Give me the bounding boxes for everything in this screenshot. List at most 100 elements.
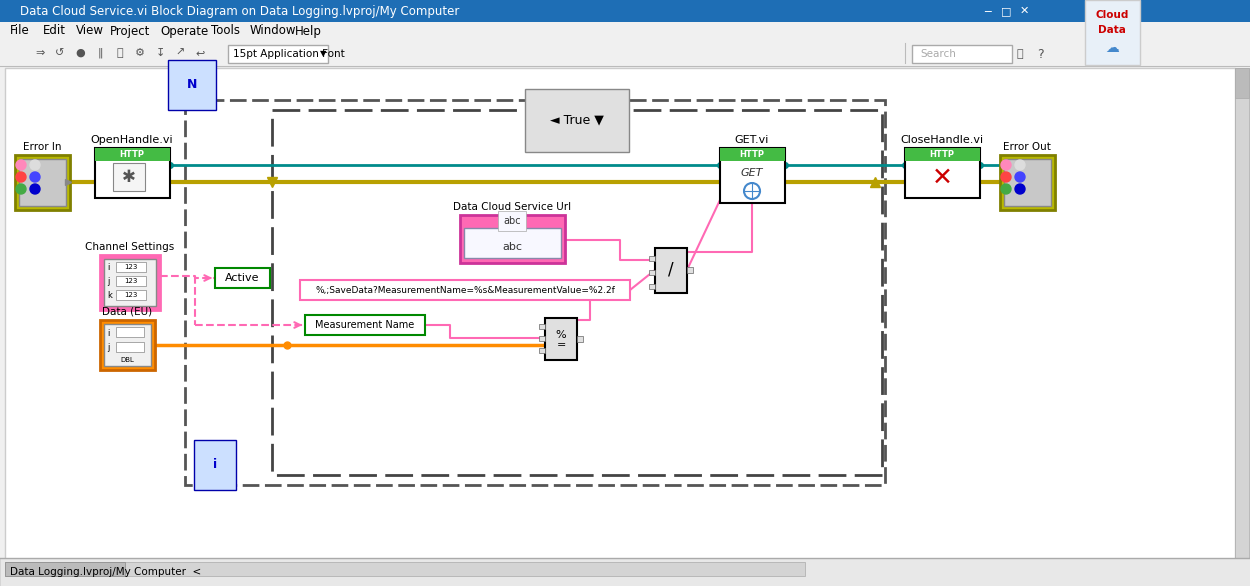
Text: Edit: Edit — [44, 25, 66, 38]
Text: %,;SaveData?MeasurementName=%s&MeasurementValue=%2.2f: %,;SaveData?MeasurementName=%s&Measureme… — [315, 285, 615, 295]
Text: GET.vi: GET.vi — [735, 135, 769, 145]
Circle shape — [16, 184, 26, 194]
Text: HTTP: HTTP — [930, 150, 955, 159]
FancyBboxPatch shape — [539, 336, 545, 341]
FancyBboxPatch shape — [100, 255, 160, 310]
Text: %: % — [556, 330, 566, 340]
Text: Measurement Name: Measurement Name — [315, 320, 415, 330]
Text: i: i — [107, 264, 110, 272]
Text: Window: Window — [250, 25, 296, 38]
FancyBboxPatch shape — [0, 0, 1250, 22]
Text: □: □ — [1001, 6, 1011, 16]
Text: Data (EU): Data (EU) — [102, 307, 152, 317]
FancyBboxPatch shape — [460, 215, 565, 263]
Text: Cloud: Cloud — [1095, 10, 1129, 20]
Circle shape — [16, 160, 26, 170]
FancyBboxPatch shape — [300, 280, 630, 300]
Text: Data Logging.lvproj/My Computer  <: Data Logging.lvproj/My Computer < — [10, 567, 201, 577]
FancyBboxPatch shape — [649, 270, 655, 275]
Text: 💡: 💡 — [116, 48, 124, 58]
Text: 123: 123 — [124, 264, 138, 270]
Text: ⚙: ⚙ — [135, 48, 145, 58]
Circle shape — [1001, 160, 1011, 170]
FancyBboxPatch shape — [95, 148, 170, 198]
FancyBboxPatch shape — [15, 155, 70, 210]
Text: Active: Active — [225, 273, 259, 283]
FancyBboxPatch shape — [116, 327, 144, 337]
FancyBboxPatch shape — [95, 148, 170, 161]
FancyBboxPatch shape — [720, 148, 785, 161]
FancyBboxPatch shape — [305, 315, 425, 335]
Text: Search: Search — [920, 49, 956, 59]
Text: i: i — [213, 458, 218, 472]
Circle shape — [1015, 160, 1025, 170]
Text: CloseHandle.vi: CloseHandle.vi — [900, 135, 984, 145]
FancyBboxPatch shape — [116, 262, 146, 272]
Text: =: = — [556, 340, 566, 350]
FancyBboxPatch shape — [1085, 0, 1140, 65]
Text: Project: Project — [110, 25, 150, 38]
Text: ↧: ↧ — [155, 48, 165, 58]
FancyBboxPatch shape — [100, 320, 155, 370]
Circle shape — [16, 172, 26, 182]
Text: j: j — [107, 343, 110, 353]
Text: ●: ● — [75, 48, 85, 58]
Text: OpenHandle.vi: OpenHandle.vi — [91, 135, 174, 145]
Text: ?: ? — [1036, 47, 1044, 60]
Text: ◄ True ▼: ◄ True ▼ — [550, 114, 604, 127]
FancyBboxPatch shape — [720, 148, 785, 203]
FancyBboxPatch shape — [5, 68, 1235, 566]
Text: /: / — [669, 261, 674, 279]
Text: k: k — [107, 291, 112, 301]
FancyBboxPatch shape — [905, 148, 980, 161]
Text: ↗: ↗ — [175, 48, 185, 58]
Text: Tools: Tools — [211, 25, 240, 38]
Circle shape — [1015, 184, 1025, 194]
FancyBboxPatch shape — [116, 290, 146, 300]
FancyBboxPatch shape — [116, 276, 146, 286]
Text: Data Cloud Service.vi Block Diagram on Data Logging.lvproj/My Computer: Data Cloud Service.vi Block Diagram on D… — [20, 5, 460, 18]
FancyBboxPatch shape — [0, 22, 1250, 40]
FancyBboxPatch shape — [688, 267, 692, 273]
Text: Operate: Operate — [160, 25, 209, 38]
FancyBboxPatch shape — [464, 228, 561, 258]
FancyBboxPatch shape — [539, 348, 545, 353]
FancyBboxPatch shape — [228, 45, 328, 63]
Circle shape — [1001, 172, 1011, 182]
FancyBboxPatch shape — [104, 324, 151, 366]
FancyBboxPatch shape — [1235, 68, 1249, 98]
Text: ⇒: ⇒ — [35, 48, 45, 58]
FancyBboxPatch shape — [655, 248, 688, 293]
Text: ─: ─ — [985, 6, 991, 16]
Text: i: i — [107, 329, 110, 338]
Text: abc: abc — [504, 216, 521, 226]
Text: HTTP: HTTP — [740, 150, 765, 159]
Text: ☁: ☁ — [1105, 41, 1119, 55]
Text: DBL: DBL — [120, 357, 134, 363]
FancyBboxPatch shape — [1235, 68, 1249, 566]
Text: N: N — [186, 79, 198, 91]
Text: ↩: ↩ — [195, 48, 205, 58]
Text: Help: Help — [295, 25, 321, 38]
Text: 15pt Application Font: 15pt Application Font — [232, 49, 345, 59]
FancyBboxPatch shape — [912, 45, 1013, 63]
FancyBboxPatch shape — [116, 342, 144, 352]
Text: Data: Data — [1098, 25, 1126, 35]
FancyBboxPatch shape — [5, 562, 805, 576]
Text: ✕: ✕ — [931, 166, 952, 190]
Text: File: File — [10, 25, 30, 38]
FancyBboxPatch shape — [5, 562, 125, 576]
Circle shape — [1001, 184, 1011, 194]
Text: ✱: ✱ — [122, 168, 136, 186]
Text: ‖: ‖ — [98, 47, 102, 58]
FancyBboxPatch shape — [905, 148, 980, 198]
Text: Error Out: Error Out — [1003, 142, 1051, 152]
Text: ✕: ✕ — [1019, 6, 1029, 16]
FancyBboxPatch shape — [578, 336, 582, 342]
Text: 123: 123 — [124, 278, 138, 284]
FancyBboxPatch shape — [545, 318, 578, 360]
Text: HTTP: HTTP — [120, 150, 145, 159]
Circle shape — [1015, 172, 1025, 182]
Text: j: j — [107, 278, 110, 287]
FancyBboxPatch shape — [104, 259, 156, 306]
